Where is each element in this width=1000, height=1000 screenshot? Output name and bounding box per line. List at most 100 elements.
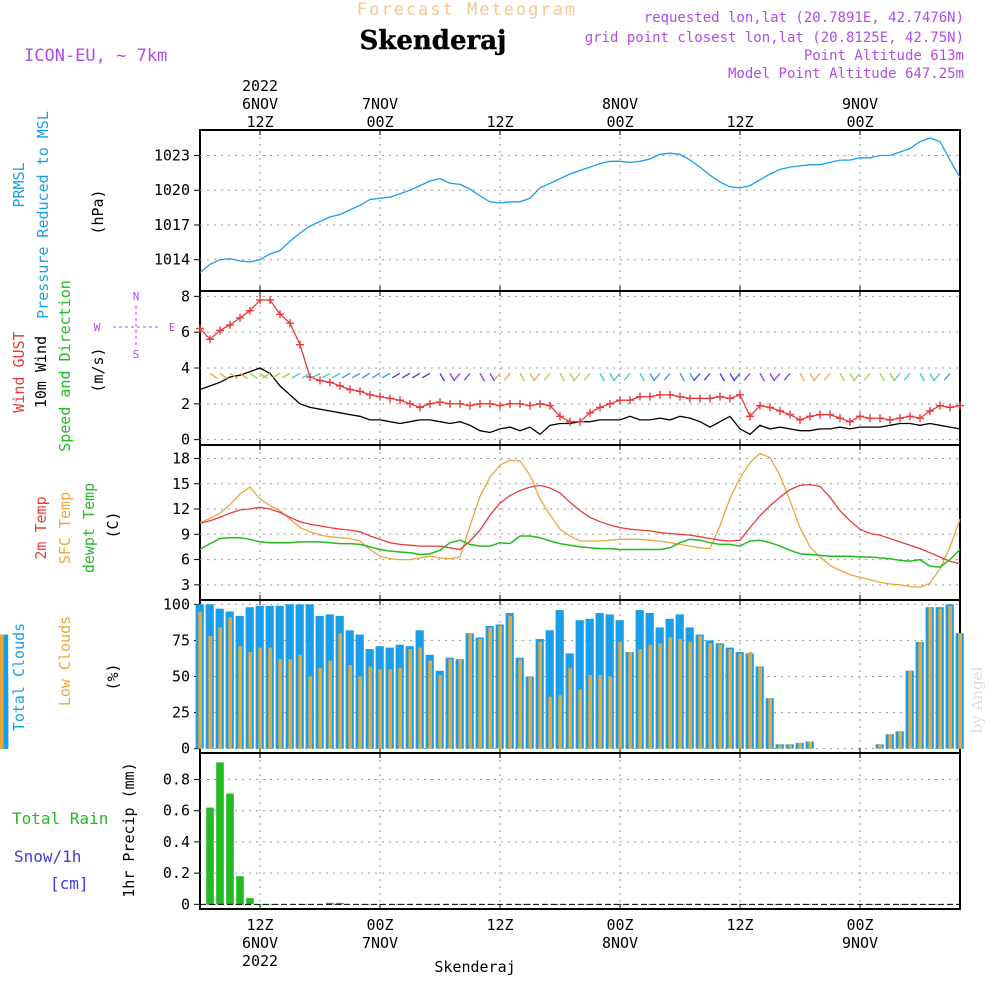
gust-marker: [946, 403, 954, 412]
low-cloud-bar: [808, 741, 812, 749]
low-cloud-bar: [628, 652, 632, 749]
y-tick-label: 25: [172, 704, 190, 722]
compass-s: S: [133, 348, 140, 361]
wind-direction-arrow: [311, 372, 321, 379]
wind-direction-compass: N S W E: [94, 290, 176, 361]
p1-label-pressure: Pressure Reduced to MSL: [34, 111, 52, 319]
y-tick-label: 6: [181, 551, 190, 569]
low-cloud-bar: [218, 627, 222, 749]
wind-direction-arrow: [663, 372, 671, 381]
y-tick-label: 1020: [154, 181, 190, 199]
wind-direction-arrow: [823, 372, 831, 381]
y-tick-label: 0.6: [163, 802, 190, 820]
wind-direction-arrow: [799, 373, 806, 382]
wind-direction-arrow: [421, 372, 431, 379]
temperature-panel: [199, 444, 961, 601]
top-time-label: 7NOV: [362, 95, 398, 113]
low-cloud-bar: [618, 641, 622, 749]
p1-label-unit: (hPa): [89, 189, 107, 234]
gust-marker: [416, 403, 424, 412]
gust-marker: [926, 406, 934, 415]
wind-direction-arrow: [271, 372, 281, 379]
wind-direction-arrow: [889, 373, 896, 382]
wind-direction-arrow: [693, 372, 701, 381]
y-tick-label: 18: [172, 449, 190, 467]
wind-direction-arrow: [863, 372, 871, 381]
y-tick-label: 9: [181, 525, 190, 543]
low-cloud-bar: [648, 644, 652, 749]
bottom-time-label: 6NOV: [242, 934, 278, 952]
wind-direction-arrow: [453, 372, 461, 381]
wind-direction-arrow: [609, 373, 616, 382]
top-time-label: 12Z: [726, 113, 753, 131]
low-cloud-bar: [918, 641, 922, 749]
wind-direction-arrow: [769, 373, 776, 382]
p3-label-unit: (C): [104, 511, 122, 538]
wind-direction-arrow: [301, 372, 311, 379]
low-cloud-bar: [588, 675, 592, 749]
gust-marker: [696, 394, 704, 403]
gust-marker: [656, 390, 664, 399]
gust-marker: [846, 417, 854, 426]
forecast-meteogram-title: Forecast Meteogram: [357, 0, 577, 20]
low-cloud-bar: [438, 675, 442, 749]
low-cloud-bar: [498, 626, 502, 749]
requested-coords: requested lon,lat (20.7891E, 42.7476N): [644, 10, 964, 26]
precip-bar: [336, 902, 344, 905]
gust-marker: [526, 401, 534, 410]
gust-marker: [246, 306, 254, 315]
wind-direction-arrow: [361, 372, 371, 379]
snow-label: Snow/1h: [14, 847, 81, 866]
gust-marker: [426, 399, 434, 408]
gust-marker: [396, 396, 404, 405]
wind-direction-arrow: [773, 372, 781, 381]
gridpoint-coords: grid point closest lon,lat (20.8125E, 42…: [585, 30, 964, 46]
gust-marker: [356, 387, 364, 396]
gust-marker: [536, 399, 544, 408]
y-tick-label: 1023: [154, 146, 190, 164]
bottom-time-label: 9NOV: [842, 934, 878, 952]
low-cloud-bar: [798, 742, 802, 749]
gust-marker: [366, 390, 374, 399]
wind-direction-arrow: [519, 373, 526, 382]
low-cloud-bar: [308, 676, 312, 749]
low-cloud-bar: [568, 667, 572, 749]
wind-direction-arrow: [813, 372, 821, 381]
p1-label-prmsl: PRMSL: [10, 162, 28, 207]
y-tick-label: 0: [181, 895, 190, 913]
gust-marker: [456, 399, 464, 408]
low-cloud-bar: [448, 659, 452, 749]
low-cloud-bar: [668, 637, 672, 749]
p3-label-dewpt: dewpt Temp: [80, 483, 98, 573]
precip-axis-label: 1hr Precip (mm): [120, 762, 138, 897]
wind-direction-arrow: [479, 373, 486, 382]
gust-marker: [716, 392, 724, 401]
low-cloud-bar: [488, 627, 492, 749]
wind-direction-arrow: [411, 372, 421, 379]
y-tick-label: 1017: [154, 216, 190, 234]
wind-direction-arrow: [239, 372, 248, 380]
low-cloud-bar: [758, 666, 762, 749]
gust-marker: [316, 376, 324, 385]
gust-marker: [736, 390, 744, 399]
gust-marker: [486, 399, 494, 408]
top-time-label: 8NOV: [602, 95, 638, 113]
wind-direction-arrow: [919, 373, 926, 382]
y-tick-label: 6: [181, 323, 190, 341]
total-cloud-bar: [575, 620, 584, 749]
low-cloud-bar: [318, 667, 322, 749]
gust-marker: [276, 310, 284, 319]
wind-direction-arrow: [321, 372, 331, 379]
gust-marker: [196, 324, 204, 333]
bottom-time-label: 12Z: [486, 916, 513, 934]
low-cloud-bar: [298, 654, 302, 749]
y-tick-label: 0: [181, 431, 190, 449]
wind-direction-arrow: [599, 373, 606, 382]
wind-direction-arrow: [943, 372, 951, 381]
pressure-line: [199, 137, 961, 274]
gust-marker: [916, 414, 924, 423]
precip-bar: [216, 762, 224, 905]
wind-direction-arrow: [853, 372, 861, 381]
wind-direction-arrow: [229, 372, 238, 380]
